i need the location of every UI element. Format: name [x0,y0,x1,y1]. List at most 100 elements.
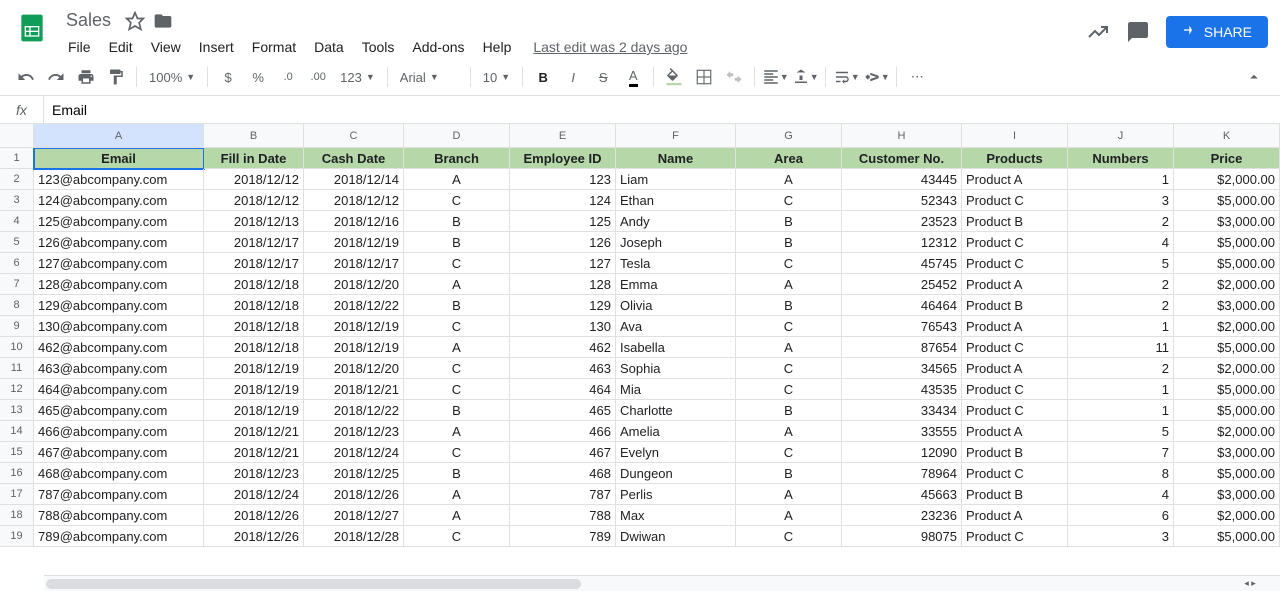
cell[interactable]: A [736,484,842,505]
cell[interactable]: B [404,232,510,253]
fill-color-button[interactable] [660,63,688,91]
cell[interactable]: C [404,442,510,463]
cell[interactable]: Product C [962,337,1068,358]
cell[interactable]: 129 [510,295,616,316]
row-header[interactable]: 10 [0,337,34,358]
row-header[interactable]: 4 [0,211,34,232]
cell[interactable]: Sophia [616,358,736,379]
cell[interactable]: 12090 [842,442,962,463]
cell[interactable]: Product A [962,421,1068,442]
cell[interactable]: 12312 [842,232,962,253]
cell[interactable]: 130@abcompany.com [34,316,204,337]
cell[interactable]: 463@abcompany.com [34,358,204,379]
cell[interactable]: 130 [510,316,616,337]
undo-button[interactable] [12,63,40,91]
cell[interactable]: 2018/12/25 [304,463,404,484]
cell[interactable]: 462@abcompany.com [34,337,204,358]
cell[interactable]: $5,000.00 [1174,190,1280,211]
v-align-button[interactable]: ▼ [791,63,819,91]
cell[interactable]: 2018/12/21 [304,379,404,400]
cell[interactable]: 789 [510,526,616,547]
cell[interactable]: 1 [1068,379,1174,400]
col-header[interactable]: J [1068,124,1174,148]
cell[interactable]: 468 [510,463,616,484]
menu-format[interactable]: Format [244,35,304,59]
star-icon[interactable] [125,11,145,31]
text-wrap-button[interactable]: ▼ [832,63,860,91]
cell[interactable]: B [404,211,510,232]
cell[interactable]: A [404,169,510,190]
comment-icon[interactable] [1126,20,1150,44]
cell[interactable]: C [736,190,842,211]
cell[interactable]: Product A [962,316,1068,337]
cell[interactable]: C [736,253,842,274]
cell[interactable]: B [736,211,842,232]
header-cell[interactable]: Employee ID [510,148,616,169]
more-button[interactable]: ⋯ [903,63,931,91]
cell[interactable]: 78964 [842,463,962,484]
cell[interactable]: 2018/12/14 [304,169,404,190]
cell[interactable]: A [404,484,510,505]
cell[interactable]: B [736,400,842,421]
cell[interactable]: Mia [616,379,736,400]
cell[interactable]: Emma [616,274,736,295]
col-header[interactable]: H [842,124,962,148]
menu-edit[interactable]: Edit [101,35,141,59]
menu-view[interactable]: View [143,35,189,59]
col-header[interactable]: E [510,124,616,148]
cell[interactable]: 23523 [842,211,962,232]
cell[interactable]: B [404,400,510,421]
cell[interactable]: $2,000.00 [1174,505,1280,526]
cell[interactable]: $2,000.00 [1174,358,1280,379]
row-header[interactable]: 12 [0,379,34,400]
cell[interactable]: 2018/12/17 [204,253,304,274]
cell[interactable]: 45663 [842,484,962,505]
cell[interactable]: 2018/12/19 [304,316,404,337]
row-header[interactable]: 17 [0,484,34,505]
cell[interactable]: 1 [1068,169,1174,190]
cell[interactable]: 3 [1068,190,1174,211]
cell[interactable]: $5,000.00 [1174,253,1280,274]
cell[interactable]: Joseph [616,232,736,253]
cell[interactable]: Product A [962,358,1068,379]
cell[interactable]: 2018/12/16 [304,211,404,232]
cell[interactable]: 2018/12/18 [204,274,304,295]
cell[interactable]: Product B [962,442,1068,463]
row-header[interactable]: 8 [0,295,34,316]
cell[interactable]: 2018/12/23 [304,421,404,442]
currency-button[interactable]: $ [214,63,242,91]
row-header[interactable]: 1 [0,148,34,169]
cell[interactable]: A [736,337,842,358]
cell[interactable]: Product A [962,274,1068,295]
cell[interactable]: $5,000.00 [1174,526,1280,547]
formula-input[interactable] [44,96,1280,123]
cell[interactable]: $2,000.00 [1174,421,1280,442]
cell[interactable]: 2018/12/27 [304,505,404,526]
select-all-corner[interactable] [0,124,34,148]
cell[interactable]: 2018/12/26 [204,526,304,547]
cell[interactable]: A [404,274,510,295]
cell[interactable]: 2018/12/21 [204,421,304,442]
percent-button[interactable]: % [244,63,272,91]
cell[interactable]: C [736,316,842,337]
row-header[interactable]: 5 [0,232,34,253]
cell[interactable]: $3,000.00 [1174,484,1280,505]
row-header[interactable]: 11 [0,358,34,379]
cell[interactable]: $3,000.00 [1174,295,1280,316]
col-header[interactable]: G [736,124,842,148]
h-align-button[interactable]: ▼ [761,63,789,91]
cell[interactable]: 465 [510,400,616,421]
cell[interactable]: 123@abcompany.com [34,169,204,190]
cell[interactable]: 2018/12/24 [304,442,404,463]
row-header[interactable]: 13 [0,400,34,421]
cell[interactable]: Product B [962,211,1068,232]
menu-tools[interactable]: Tools [354,35,403,59]
cell[interactable]: 1 [1068,316,1174,337]
cell[interactable]: Evelyn [616,442,736,463]
row-header[interactable]: 14 [0,421,34,442]
cell[interactable]: 2018/12/17 [204,232,304,253]
cell[interactable]: 7 [1068,442,1174,463]
row-header[interactable]: 18 [0,505,34,526]
header-cell[interactable]: Customer No. [842,148,962,169]
cell[interactable]: 33555 [842,421,962,442]
